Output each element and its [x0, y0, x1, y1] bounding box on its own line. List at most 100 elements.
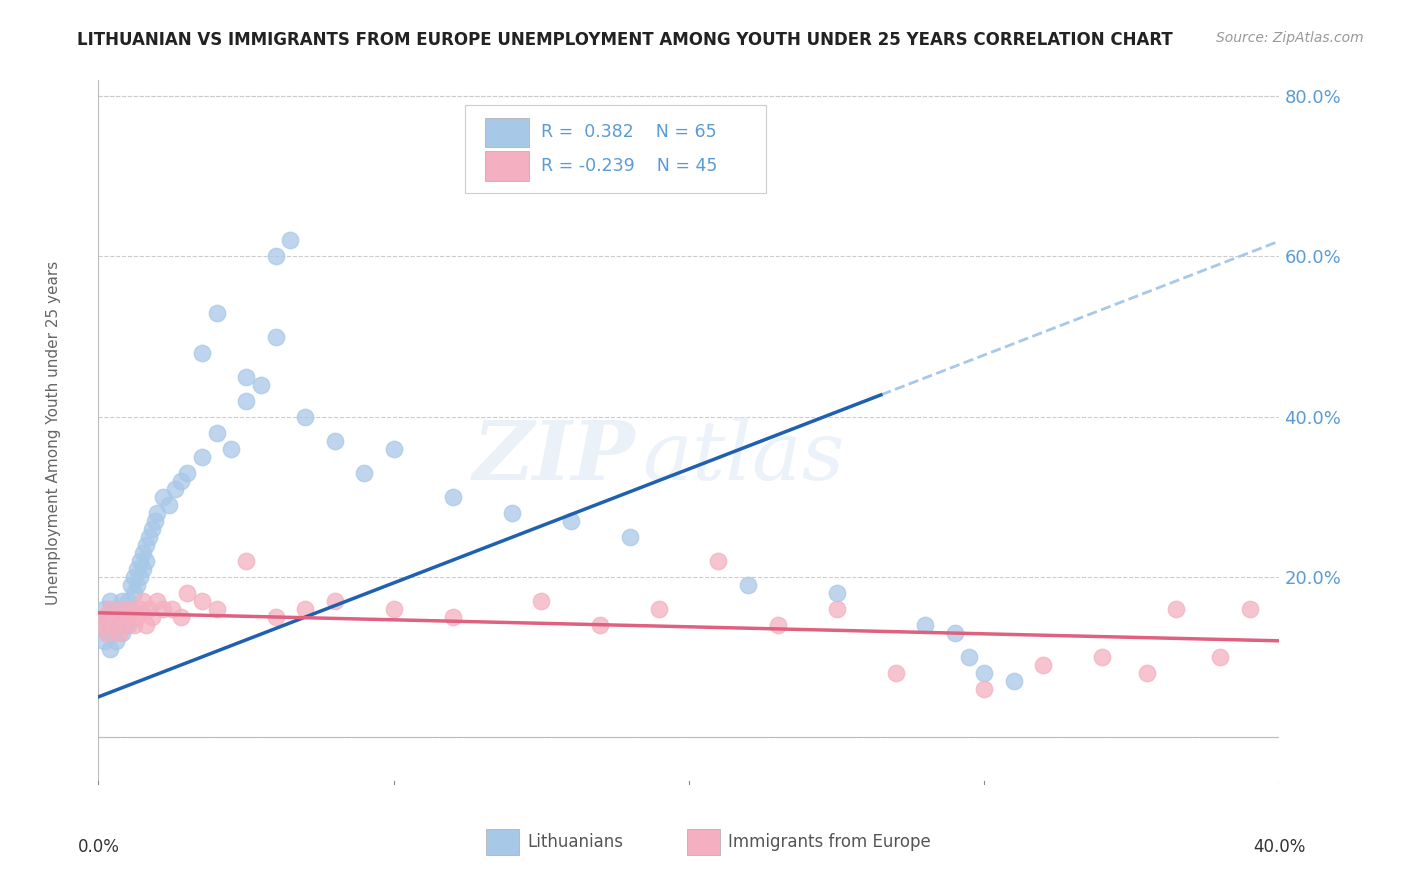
Point	[235, 393, 257, 408]
Point	[294, 409, 316, 424]
Point	[93, 609, 115, 624]
Point	[108, 625, 131, 640]
Text: R =  0.382    N = 65: R = 0.382 N = 65	[541, 123, 717, 141]
Point	[1166, 601, 1188, 615]
Point	[501, 506, 523, 520]
Point	[560, 514, 582, 528]
Point	[766, 617, 789, 632]
Point	[111, 594, 134, 608]
Point	[146, 506, 169, 520]
Point	[108, 601, 131, 615]
Point	[1136, 665, 1159, 680]
Point	[943, 625, 966, 640]
Point	[103, 625, 125, 640]
Text: R = -0.239    N = 45: R = -0.239 N = 45	[541, 157, 717, 175]
Point	[111, 601, 134, 615]
Point	[589, 617, 612, 632]
Point	[973, 681, 995, 696]
Bar	[486, 829, 519, 855]
Point	[152, 490, 174, 504]
Point	[221, 442, 243, 456]
Point	[530, 594, 553, 608]
Point	[146, 594, 169, 608]
Point	[132, 546, 155, 560]
Point	[382, 442, 405, 456]
Text: LITHUANIAN VS IMMIGRANTS FROM EUROPE UNEMPLOYMENT AMONG YOUTH UNDER 25 YEARS COR: LITHUANIAN VS IMMIGRANTS FROM EUROPE UNE…	[77, 31, 1173, 49]
Point	[132, 562, 155, 576]
Point	[128, 570, 150, 584]
Point	[280, 234, 302, 248]
Point	[93, 601, 115, 615]
Point	[90, 617, 112, 632]
Point	[103, 617, 125, 632]
Point	[205, 601, 228, 615]
Point	[120, 601, 142, 615]
Point	[103, 609, 125, 624]
Bar	[686, 829, 720, 855]
Point	[162, 601, 183, 615]
Point	[141, 609, 163, 624]
Point	[125, 609, 148, 624]
Point	[105, 609, 128, 624]
Point	[96, 625, 118, 640]
Point	[96, 625, 118, 640]
Point	[1032, 657, 1054, 672]
Point	[176, 466, 198, 480]
Point	[973, 665, 995, 680]
Point	[323, 434, 346, 448]
Point	[707, 554, 730, 568]
Point	[120, 578, 142, 592]
Point	[176, 586, 198, 600]
Point	[143, 514, 166, 528]
Point	[120, 601, 142, 615]
Point	[117, 617, 139, 632]
Point	[93, 633, 115, 648]
Point	[117, 609, 139, 624]
Point	[825, 586, 848, 600]
Point	[122, 617, 145, 632]
Point	[98, 594, 121, 608]
Point	[825, 601, 848, 615]
Point	[96, 609, 118, 624]
Point	[98, 601, 121, 615]
FancyBboxPatch shape	[464, 105, 766, 193]
Point	[1002, 673, 1025, 688]
Point	[619, 530, 641, 544]
Text: atlas: atlas	[641, 417, 844, 497]
Text: 0.0%: 0.0%	[77, 838, 120, 855]
Point	[98, 641, 121, 656]
Point	[90, 617, 112, 632]
Point	[135, 554, 157, 568]
Point	[441, 490, 464, 504]
Bar	[485, 152, 530, 181]
Point	[235, 554, 257, 568]
Point	[128, 554, 150, 568]
Point	[132, 594, 155, 608]
Point	[138, 530, 160, 544]
Point	[157, 498, 180, 512]
Point	[191, 450, 214, 464]
Point	[117, 594, 139, 608]
Point	[114, 609, 136, 624]
Point	[105, 601, 128, 615]
Point	[125, 578, 148, 592]
Point	[441, 609, 464, 624]
Text: Immigrants from Europe: Immigrants from Europe	[728, 833, 931, 851]
Point	[170, 609, 193, 624]
Point	[135, 617, 157, 632]
Point	[191, 594, 214, 608]
Point	[914, 617, 936, 632]
Point	[165, 482, 187, 496]
Bar	[485, 118, 530, 147]
Point	[264, 329, 287, 343]
Point	[191, 345, 214, 359]
Text: Unemployment Among Youth under 25 years: Unemployment Among Youth under 25 years	[46, 260, 60, 605]
Point	[294, 601, 316, 615]
Point	[1091, 649, 1114, 664]
Point	[108, 617, 131, 632]
Point	[205, 425, 228, 440]
Text: ZIP: ZIP	[474, 417, 636, 497]
Point	[648, 601, 671, 615]
Point	[737, 578, 759, 592]
Text: 40.0%: 40.0%	[1253, 838, 1306, 855]
